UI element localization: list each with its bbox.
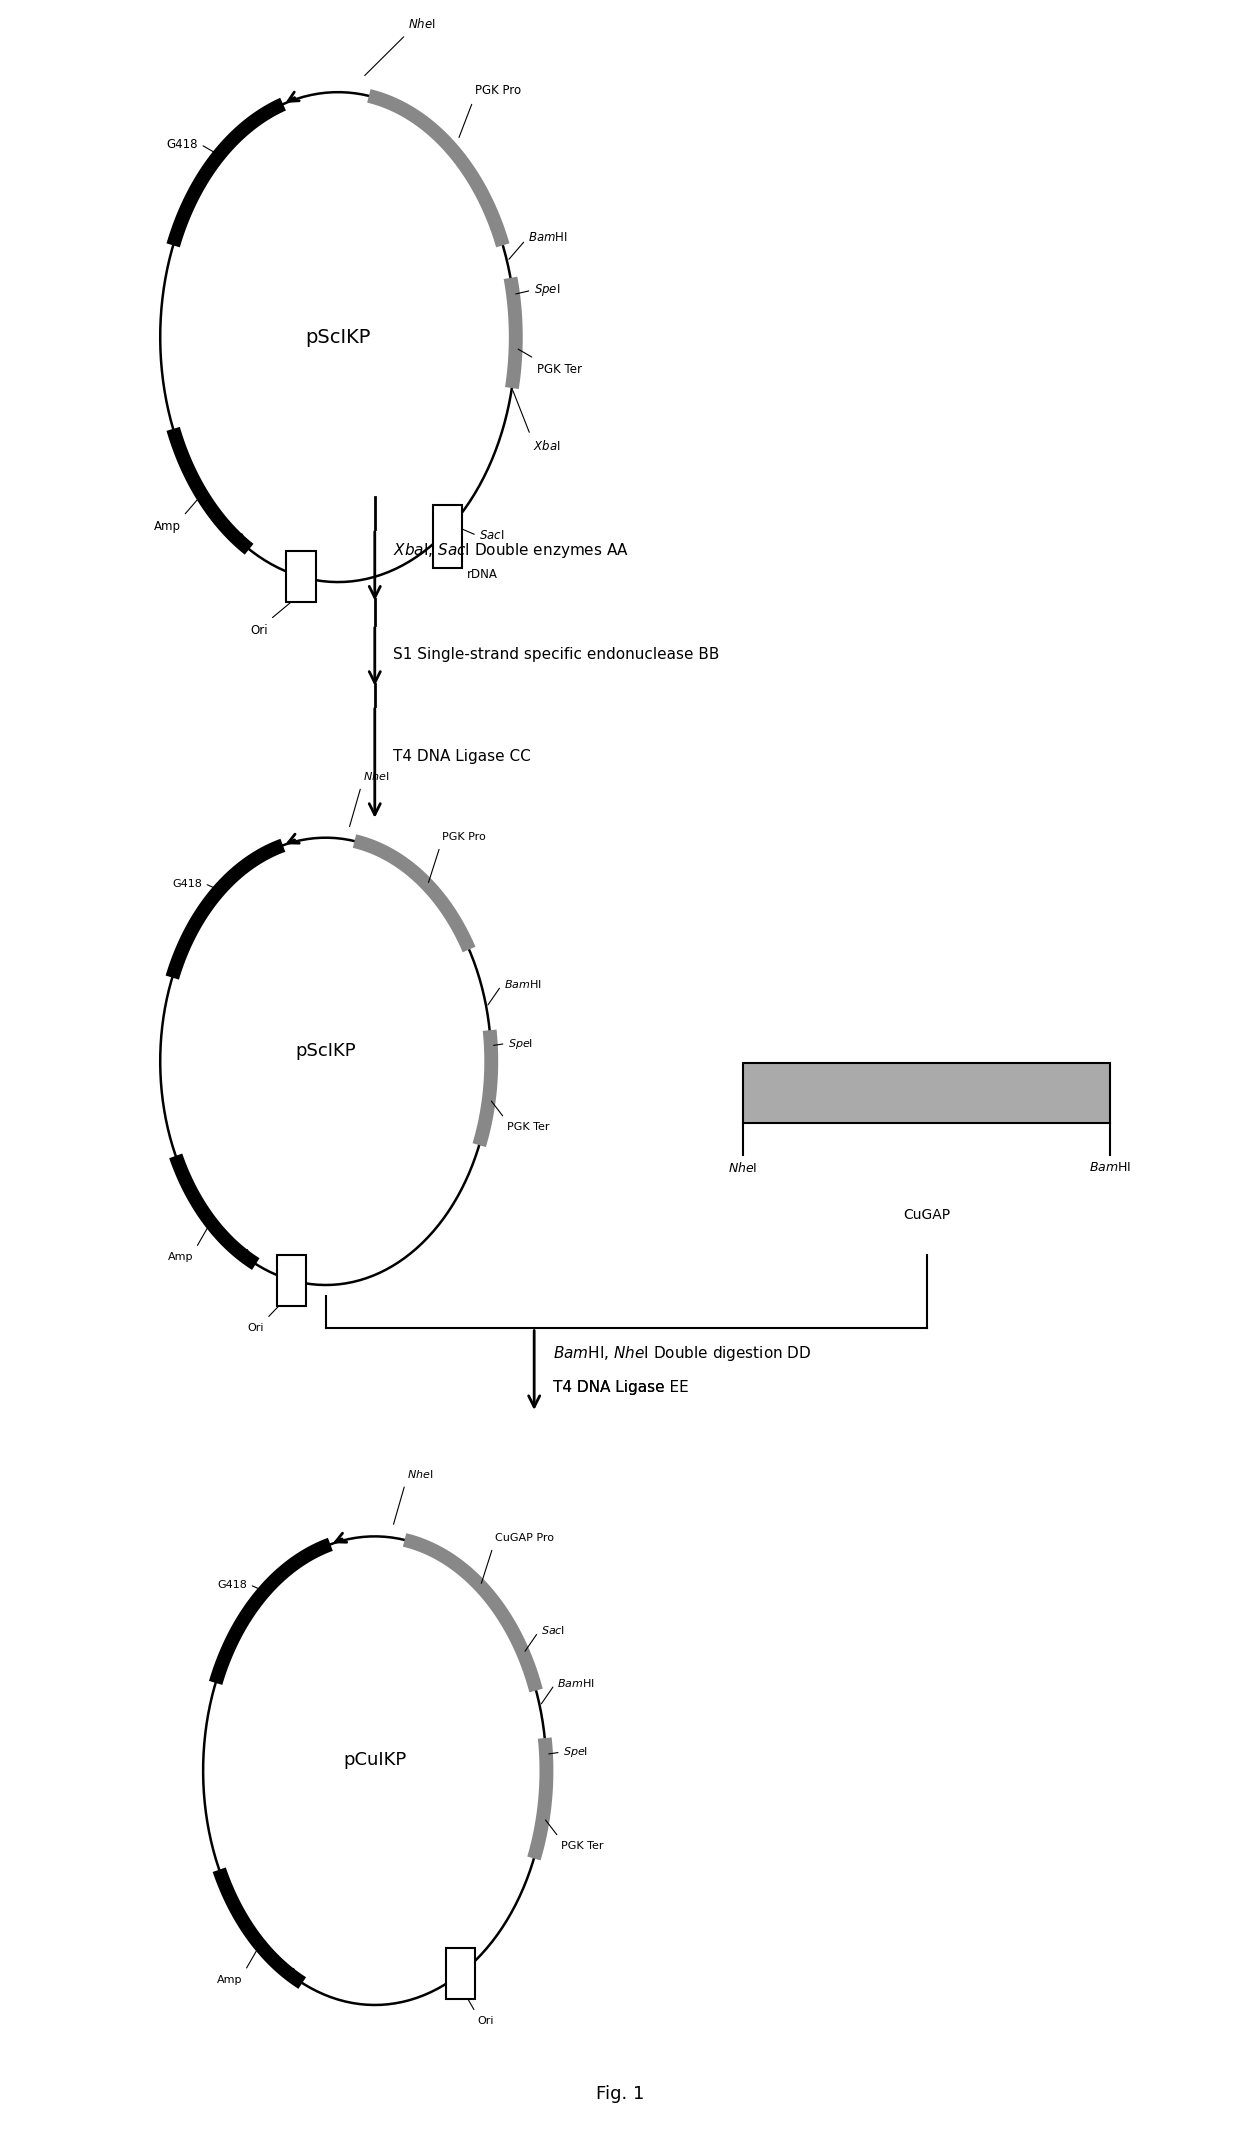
Text: $\it{Xba}$I: $\it{Xba}$I [533, 440, 560, 452]
Text: PGK Ter: PGK Ter [507, 1121, 549, 1132]
Text: Amp: Amp [154, 521, 181, 534]
FancyBboxPatch shape [433, 504, 463, 568]
Text: $\it{Nhe}$I: $\it{Nhe}$I [363, 770, 389, 783]
Text: T4 DNA Ligase CC: T4 DNA Ligase CC [393, 748, 531, 763]
Text: Ori: Ori [477, 2015, 495, 2026]
Text: $\it{Bam}$HI: $\it{Bam}$HI [1089, 1162, 1132, 1175]
Text: pScIKP: pScIKP [305, 328, 371, 347]
Text: S1 Single-strand specific endonuclease BB: S1 Single-strand specific endonuclease B… [393, 647, 719, 662]
FancyBboxPatch shape [277, 1254, 306, 1306]
Text: $\it{Spe}$I: $\it{Spe}$I [563, 1745, 588, 1760]
Text: rDNA: rDNA [467, 568, 497, 581]
Text: $\it{Nhe}$I: $\it{Nhe}$I [728, 1162, 758, 1175]
Text: T4 DNA Ligase EE: T4 DNA Ligase EE [553, 1381, 688, 1396]
Text: CuGAP: CuGAP [903, 1209, 950, 1222]
Text: CuGAP Pro: CuGAP Pro [495, 1533, 554, 1544]
Text: Ori: Ori [250, 624, 268, 637]
Text: PGK Ter: PGK Ter [560, 1842, 604, 1850]
Text: $\it{Xba}$I, $\it{Sac}$I Double enzymes AA: $\it{Xba}$I, $\it{Sac}$I Double enzymes … [393, 540, 629, 560]
Text: $\it{Spe}$I: $\it{Spe}$I [534, 283, 560, 298]
Text: $\it{Bam}$HI: $\it{Bam}$HI [557, 1677, 595, 1689]
Text: PGK Pro: PGK Pro [475, 84, 521, 96]
Text: T4 DNA Ligase: T4 DNA Ligase [553, 1381, 665, 1396]
Text: G418: G418 [166, 137, 198, 150]
Text: G418: G418 [172, 879, 202, 888]
Text: $\it{Spe}$I: $\it{Spe}$I [508, 1036, 533, 1051]
Text: G418: G418 [217, 1580, 247, 1591]
Text: $\it{Bam}$HI: $\it{Bam}$HI [528, 232, 568, 244]
FancyBboxPatch shape [286, 551, 316, 602]
Text: Amp: Amp [217, 1975, 243, 1985]
Text: $\it{Sac}$I: $\it{Sac}$I [541, 1625, 564, 1636]
Text: pScIKP: pScIKP [295, 1042, 356, 1059]
Text: Ori: Ori [248, 1323, 264, 1334]
Text: pCuIKP: pCuIKP [343, 1752, 407, 1769]
Bar [743, 1063, 1111, 1123]
Text: Amp: Amp [169, 1252, 193, 1263]
Text: $\it{Nhe}$I: $\it{Nhe}$I [408, 17, 435, 30]
Text: PGK Ter: PGK Ter [537, 362, 582, 375]
Text: Fig. 1: Fig. 1 [595, 2086, 645, 2103]
Text: PGK Pro: PGK Pro [443, 832, 486, 843]
Text: $\it{Sac}$I: $\it{Sac}$I [479, 530, 505, 542]
Text: $\it{Nhe}$I: $\it{Nhe}$I [408, 1469, 434, 1479]
FancyBboxPatch shape [446, 1949, 475, 1998]
Text: $\it{Bam}$HI, $\it{Nhe}$I Double digestion DD: $\it{Bam}$HI, $\it{Nhe}$I Double digesti… [553, 1344, 811, 1364]
Text: $\it{Bam}$HI: $\it{Bam}$HI [503, 978, 542, 991]
